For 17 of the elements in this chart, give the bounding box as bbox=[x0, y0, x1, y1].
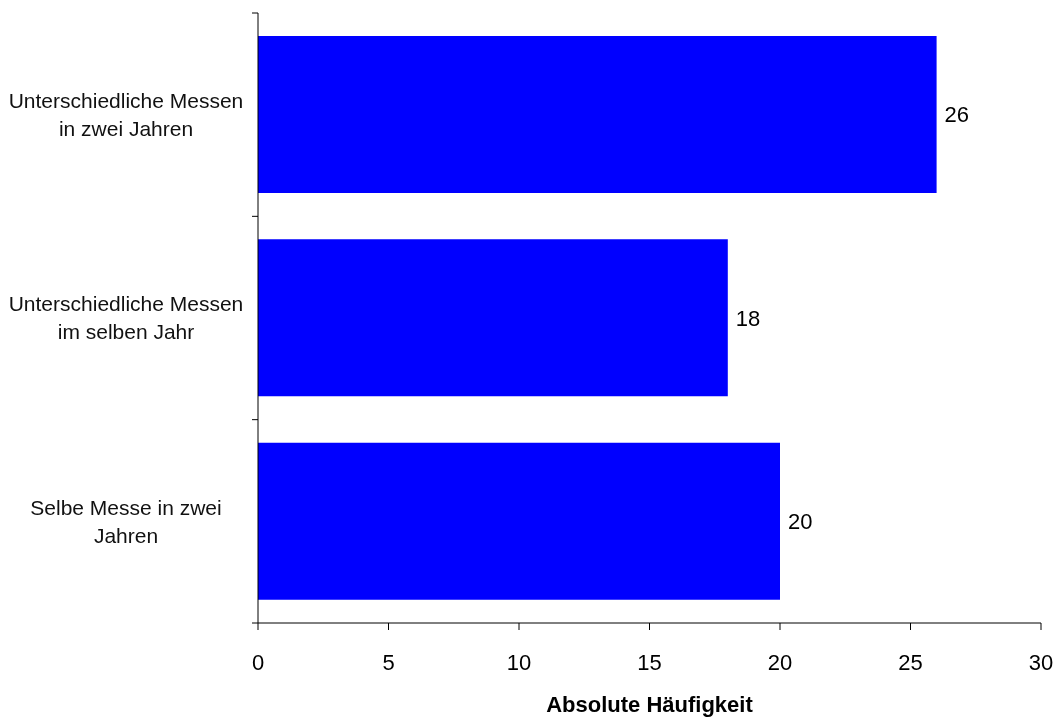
data-label: 20 bbox=[788, 508, 813, 534]
x-tick-label: 5 bbox=[382, 649, 395, 675]
x-axis-title: Absolute Häufigkeit bbox=[546, 692, 754, 717]
bar bbox=[258, 35, 937, 193]
y-tick-label: Unterschiedliche Messen in zwei Jahren bbox=[8, 89, 244, 141]
data-label: 18 bbox=[735, 305, 761, 331]
data-label: 26 bbox=[944, 102, 970, 128]
bar bbox=[258, 239, 728, 397]
x-tick-label: 0 bbox=[251, 649, 265, 675]
x-tick-label: 30 bbox=[1028, 649, 1054, 675]
x-tick-label: 25 bbox=[898, 649, 923, 675]
x-tick-label: 20 bbox=[767, 649, 793, 675]
y-tick-label: Unterschiedliche Messen im selben Jahr bbox=[8, 292, 244, 344]
bar bbox=[258, 442, 780, 600]
x-tick-label: 15 bbox=[637, 649, 662, 675]
x-tick-label: 10 bbox=[506, 649, 532, 675]
y-tick-label: Selbe Messe in zwei Jahren bbox=[30, 495, 222, 547]
